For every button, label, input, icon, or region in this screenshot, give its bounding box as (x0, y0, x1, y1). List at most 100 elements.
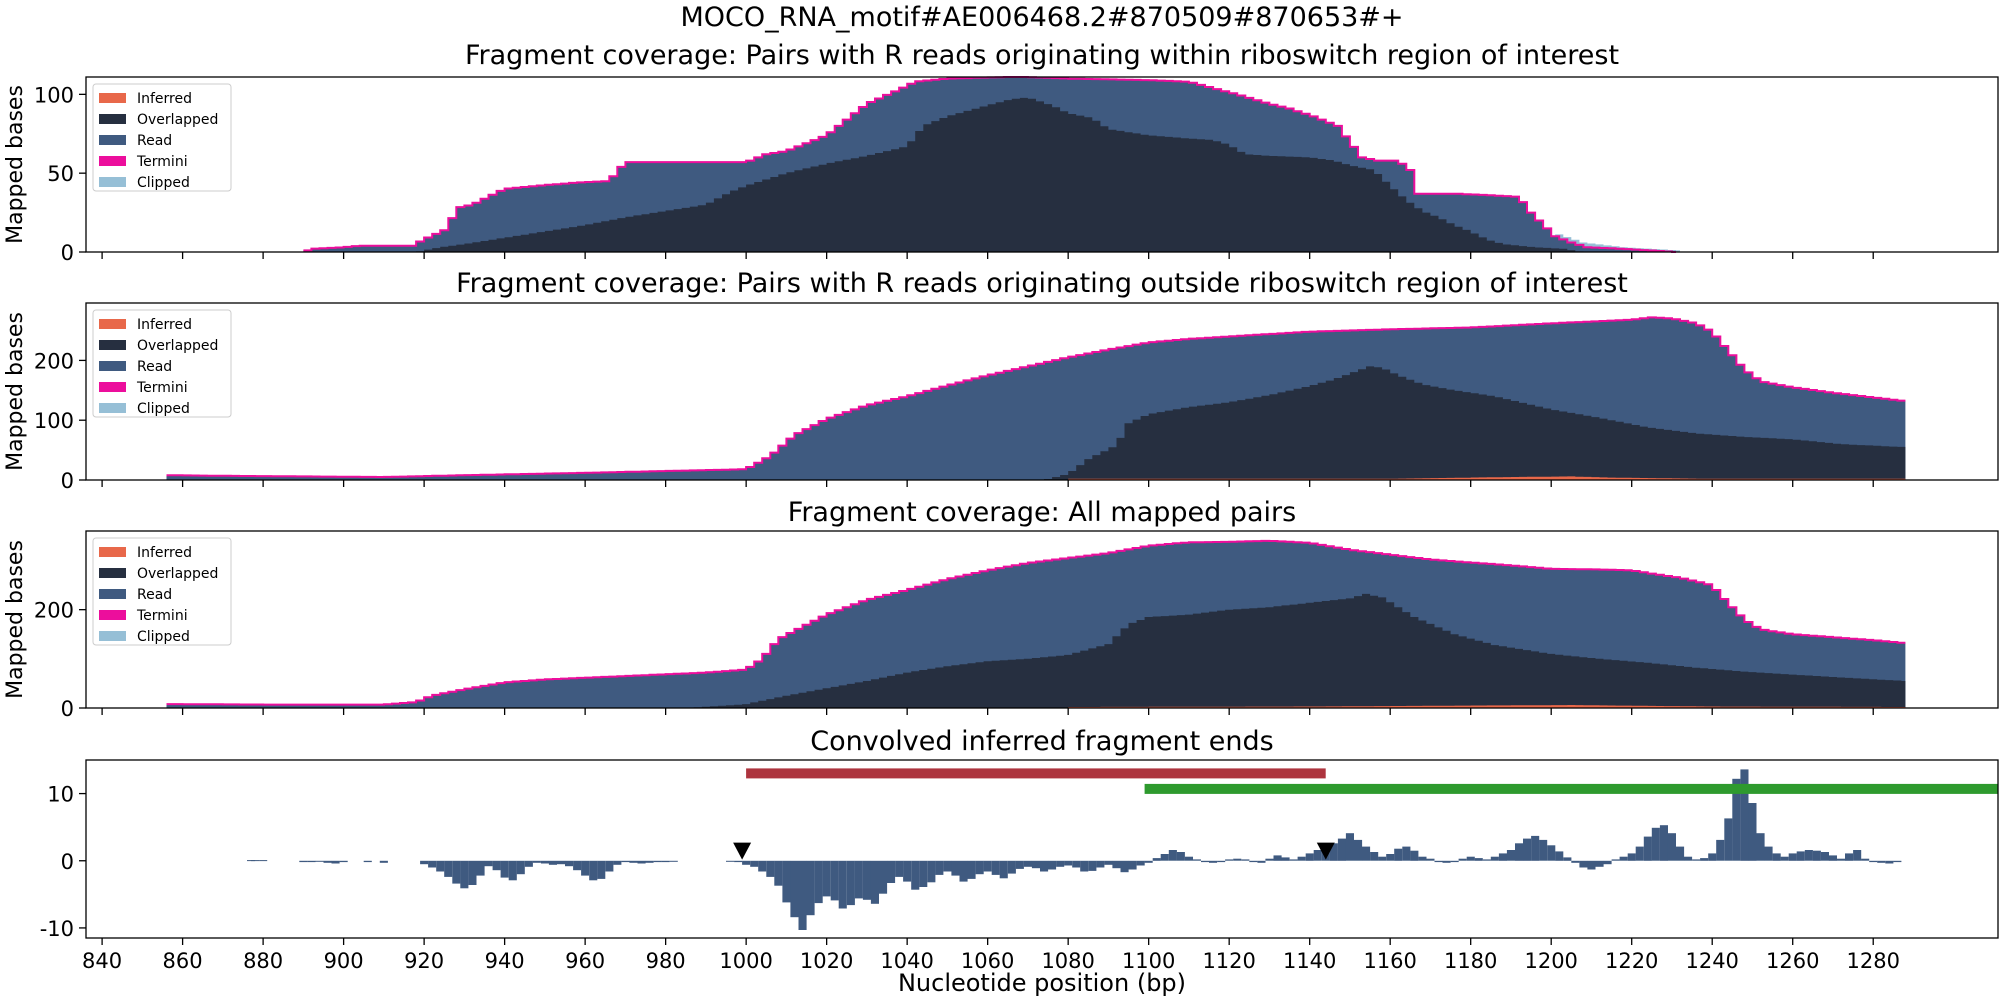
legend-label-inferred: Inferred (137, 545, 192, 561)
bar (484, 860, 493, 867)
legend-swatch-clipped (99, 403, 126, 413)
bar (1756, 833, 1765, 861)
bar (1651, 827, 1660, 861)
bar (1201, 860, 1210, 863)
bar (1506, 850, 1515, 861)
bar (1579, 860, 1588, 868)
panel-title: Convolved inferred fragment ends (810, 726, 1273, 757)
axes-frame (85, 530, 1999, 709)
bar (1410, 850, 1419, 861)
legend-swatch-inferred (99, 547, 126, 557)
bar (959, 860, 968, 882)
bar (1289, 859, 1298, 861)
bar (669, 860, 678, 862)
x-tick-label: 860 (163, 949, 203, 973)
legend-swatch-inferred (99, 319, 126, 329)
bar (854, 860, 863, 899)
legend-label-inferred: Inferred (137, 91, 192, 107)
bar (1667, 833, 1676, 861)
x-tick-label: 880 (243, 949, 283, 973)
bar (951, 860, 960, 876)
bar (1064, 860, 1073, 866)
bar (1225, 859, 1234, 861)
bar (879, 860, 888, 894)
bar (1498, 853, 1507, 861)
x-tick-label: 1240 (1685, 949, 1738, 973)
bar (742, 860, 751, 865)
panel-2: Fragment coverage: Pairs with R reads or… (3, 268, 1999, 493)
legend: Inferred Overlapped Read Termini Clipped (92, 309, 232, 418)
bar (1031, 860, 1040, 869)
panel-title: Fragment coverage: Pairs with R reads or… (456, 268, 1628, 299)
bar (1837, 858, 1846, 861)
bar (1515, 843, 1524, 861)
bar (1040, 860, 1049, 872)
bar (1474, 858, 1483, 861)
bar (1184, 856, 1193, 861)
bar (1708, 853, 1717, 861)
legend-swatch-inferred (99, 93, 126, 103)
bar (1676, 846, 1685, 861)
bar (315, 860, 324, 862)
legend-label-overlapped: Overlapped (137, 338, 218, 354)
x-tick-label: 920 (404, 949, 444, 973)
legend-box (92, 309, 232, 418)
bar (1812, 850, 1821, 861)
bar (1450, 860, 1459, 863)
y-tick-label: 10 (47, 783, 74, 807)
bar (1619, 856, 1628, 861)
bar (468, 860, 477, 885)
legend-swatch-read (99, 135, 126, 145)
bar (1080, 860, 1089, 872)
y-tick-label: 0 (61, 850, 74, 874)
legend-label-clipped: Clipped (137, 629, 190, 645)
y-tick-label: 100 (34, 409, 74, 433)
bar (1523, 838, 1532, 861)
bar (573, 860, 582, 871)
bar (1716, 839, 1725, 861)
legend-label-read: Read (137, 133, 172, 149)
x-tick-label: 960 (565, 949, 605, 973)
range-bar-2 (1144, 783, 1998, 794)
bar (524, 860, 533, 867)
axes-frame (85, 759, 1999, 939)
bar (1160, 854, 1169, 861)
y-tick-label: 50 (47, 162, 74, 186)
bar (903, 860, 912, 882)
bar (379, 860, 388, 863)
bar (1458, 858, 1467, 861)
legend-swatch-overlapped (99, 340, 126, 350)
bar (1354, 839, 1363, 861)
bar (1265, 858, 1274, 861)
bar (1724, 818, 1733, 861)
panel-4: Convolved inferred fragment ends 10 0 -10 84… (40, 726, 1999, 973)
bar (661, 860, 670, 863)
legend-label-read: Read (137, 359, 172, 375)
bar (1144, 860, 1153, 863)
x-tick-label: 1000 (719, 949, 772, 973)
legend-swatch-termini (99, 610, 126, 620)
bar (1627, 853, 1636, 861)
bar (597, 860, 606, 879)
bar (1869, 860, 1878, 863)
bar (1490, 856, 1499, 861)
bar (653, 860, 662, 863)
bar (1386, 854, 1395, 861)
legend-label-termini: Termini (136, 608, 188, 624)
bar (750, 860, 759, 867)
bar (1555, 851, 1564, 861)
bar (1804, 850, 1813, 861)
series-inferred (1068, 705, 1906, 708)
x-tick-label: 900 (324, 949, 364, 973)
y-tick-label: 0 (61, 241, 74, 265)
bar (983, 860, 992, 872)
bar (492, 860, 501, 871)
bar (1466, 856, 1475, 861)
axes-frame (85, 302, 1999, 481)
bar (1168, 850, 1177, 861)
bar (621, 860, 630, 863)
axes-frame (85, 76, 1999, 253)
bar (1048, 860, 1057, 870)
bar (927, 860, 936, 883)
bar (846, 860, 855, 906)
